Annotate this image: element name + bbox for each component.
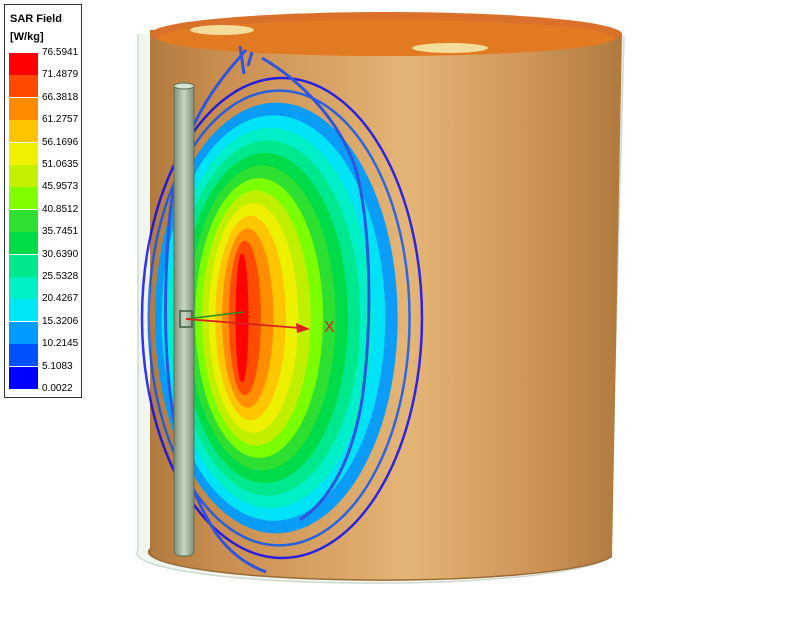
legend-value: 30.6390: [42, 248, 79, 260]
legend-swatch: [9, 187, 38, 210]
legend-swatch: [9, 97, 38, 120]
legend-swatch: [9, 142, 38, 165]
legend-swatch: [9, 120, 38, 143]
legend-value: 15.3206: [42, 315, 79, 327]
sar-outline-traces: [164, 45, 371, 574]
legend-value: 25.5328: [42, 271, 79, 282]
sar-contour-ring: [140, 76, 424, 560]
sar-contour-ring: [235, 253, 249, 383]
legend-value: 10.2145: [42, 338, 79, 350]
sar-contour-ring: [147, 89, 411, 547]
legend-swatch: [9, 53, 38, 75]
legend-swatch: [9, 366, 38, 389]
legend-title: SAR Field: [10, 13, 62, 25]
legend-swatch: [9, 344, 38, 367]
legend-swatch: [9, 209, 38, 232]
legend-value: 71.4879: [42, 69, 79, 81]
legend-swatch: [9, 165, 38, 187]
coordinate-axes: [179, 310, 310, 333]
legend-swatch: [9, 254, 38, 277]
legend-value: 5.1083: [42, 360, 73, 372]
legend-swatch: [9, 321, 38, 344]
legend-value: 45.9573: [42, 181, 79, 193]
legend-value: 66.3818: [42, 91, 79, 103]
legend-swatch: [9, 277, 38, 299]
legend-swatch: [9, 299, 38, 322]
legend-value: 0.0022: [42, 383, 73, 394]
legend-swatch: [9, 75, 38, 98]
legend-value: 56.1696: [42, 136, 79, 148]
sar-color-legend: SAR Field [W/kg] 76.5941 71.4879 66.3818 61…: [4, 4, 82, 398]
legend-value: 51.0635: [42, 159, 79, 170]
legend-value: 20.4267: [42, 293, 79, 305]
legend-value: 40.8512: [42, 203, 79, 215]
legend-value: 35.7451: [42, 226, 79, 238]
x-axis-label: X: [324, 319, 335, 336]
legend-value: 76.5941: [42, 47, 79, 58]
legend-swatch: [9, 232, 38, 255]
legend-unit: [W/kg]: [10, 31, 44, 43]
sar-contours: [140, 76, 424, 560]
legend-value: 61.2757: [42, 114, 79, 126]
